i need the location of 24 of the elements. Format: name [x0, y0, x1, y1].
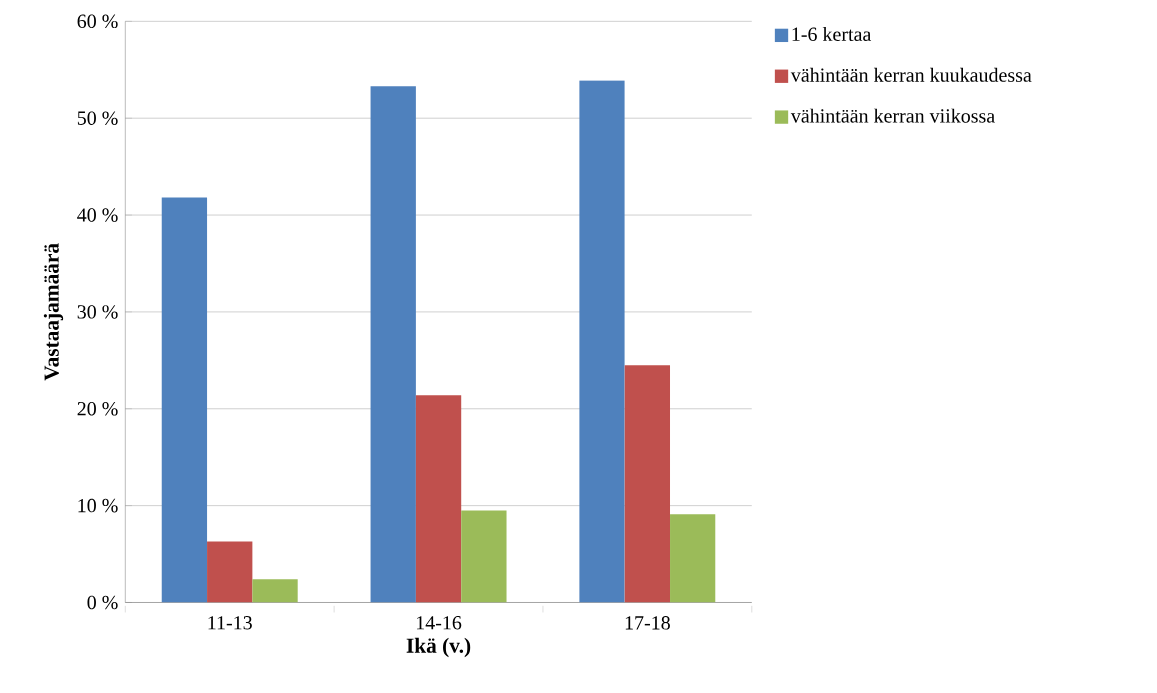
- bar: [624, 365, 671, 603]
- bar: [579, 80, 625, 603]
- bar: [370, 86, 416, 603]
- y-tick-label: 60 %: [77, 14, 118, 29]
- y-tick-label: 20 %: [77, 401, 118, 416]
- x-axis-title: Ikä (v.): [406, 637, 471, 658]
- bar: [670, 514, 716, 603]
- bar: [461, 510, 507, 603]
- x-tick-label: 11-13: [208, 616, 252, 630]
- bar: [415, 395, 462, 603]
- x-tick-label: 14-16: [416, 616, 462, 630]
- x-tick-label: 17-18: [625, 616, 670, 630]
- bar: [161, 197, 208, 603]
- y-tick-label: 50 %: [77, 111, 118, 125]
- legend-label: vähintään kerran viikossa: [790, 108, 995, 123]
- bar: [207, 541, 253, 603]
- y-tick-label: 0 %: [87, 595, 118, 610]
- bar: [252, 579, 298, 603]
- y-tick-label: 40 %: [77, 208, 118, 222]
- legend-label: 1-6 kertaa: [792, 26, 872, 41]
- y-tick-label: 10 %: [78, 498, 118, 513]
- y-axis-title: Vastaajamäärä: [43, 243, 64, 381]
- y-tick-label: 30 %: [77, 305, 118, 319]
- legend-label: vähintään kerran kuukaudessa: [790, 67, 1032, 82]
